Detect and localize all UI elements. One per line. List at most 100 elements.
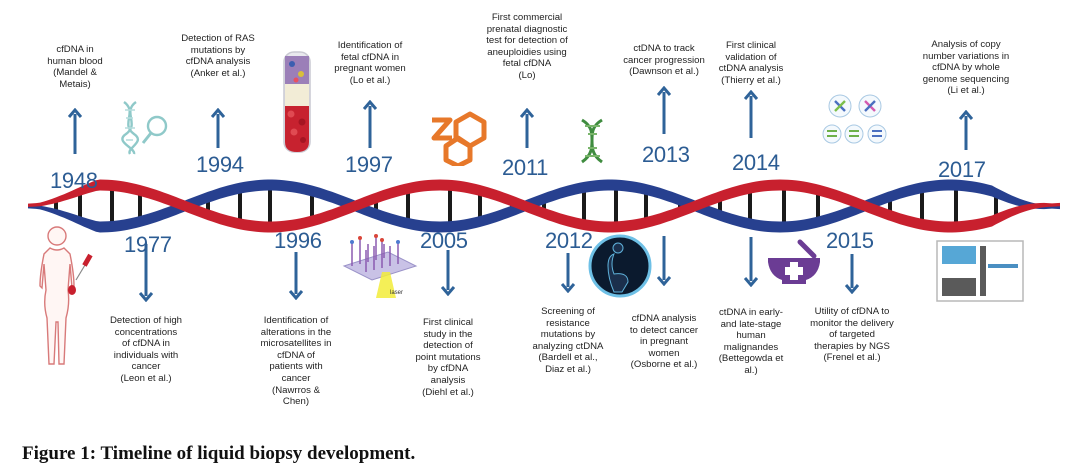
sequencing-blocks-icon bbox=[936, 240, 1024, 302]
helix-rung bbox=[816, 189, 820, 223]
arrow-up-icon bbox=[363, 100, 377, 148]
event-label-line: Diaz et al.) bbox=[545, 363, 591, 375]
event-label-line: genome sequencing bbox=[922, 73, 1010, 85]
helix-rung bbox=[782, 185, 786, 227]
event-label-line: fetal cfDNA in bbox=[340, 51, 400, 63]
event-label-line: Screening of bbox=[541, 306, 595, 317]
event-label-line: (Li et al.) bbox=[947, 85, 985, 97]
event-label-line: (Mandel & bbox=[53, 67, 97, 79]
event-label-line: malignandes bbox=[723, 341, 779, 353]
event-label-line: Metais) bbox=[59, 78, 91, 90]
helix-rung bbox=[110, 185, 114, 227]
event-label-line: mutations by bbox=[540, 329, 596, 341]
event-label-line: Detection of high bbox=[110, 315, 182, 326]
event-label-line: cancer bbox=[281, 372, 311, 384]
event-label: Detection of RAS mutations by cfDNA analys… bbox=[148, 33, 288, 79]
year-label: 1997 bbox=[345, 152, 393, 177]
event-label-line: (Bettegowda et bbox=[718, 353, 784, 365]
helix-rung bbox=[206, 197, 210, 215]
event-label-line: Chen) bbox=[282, 396, 310, 408]
event-label-line: cancer bbox=[131, 361, 161, 373]
event-label-line: detection of bbox=[423, 340, 473, 352]
event-label-line: prenatal diagnostic bbox=[486, 23, 568, 35]
arrow-up-icon bbox=[211, 108, 225, 148]
helix-rung bbox=[614, 185, 618, 227]
year-label: 2011 bbox=[502, 155, 549, 180]
event-label-line: ctDNA to track bbox=[633, 43, 695, 54]
event-label-line: test for detection of bbox=[486, 35, 568, 47]
year-label: 2015 bbox=[826, 228, 874, 253]
event-label-line: concentrations bbox=[114, 326, 178, 338]
event-label-line: ctDNA in early- bbox=[719, 307, 783, 318]
mortar-pestle-icon bbox=[768, 239, 820, 284]
pregnant-silhouette-icon bbox=[588, 234, 652, 298]
year-label: 1996 bbox=[274, 228, 322, 253]
event-label-line: First clinical bbox=[422, 317, 474, 328]
arrow-up-icon bbox=[68, 108, 82, 154]
event-label-line: pregnant women bbox=[334, 63, 406, 75]
arrow-down-icon bbox=[657, 236, 671, 286]
year-label: 2012 bbox=[545, 228, 593, 253]
arrow-down-icon bbox=[289, 252, 303, 300]
year-label: 2013 bbox=[642, 142, 690, 167]
event-label: ctDNA in early-and late-stage human malign… bbox=[681, 307, 821, 377]
event-label: First clinical study in the detection of po… bbox=[378, 317, 518, 398]
helix-rung bbox=[582, 187, 586, 225]
arrow-down-icon bbox=[139, 244, 153, 302]
event-label-line: fetal cfDNA bbox=[502, 58, 552, 70]
event-label: Screening of resistance mutations by analyz… bbox=[498, 306, 638, 376]
event-label-line: Identification of bbox=[337, 40, 403, 51]
event-label-line: (Diehl et al.) bbox=[422, 386, 474, 398]
event-label: First commercial prenatal diagnostic test … bbox=[457, 12, 597, 82]
helix-rung bbox=[310, 191, 314, 221]
year-label: 2017 bbox=[938, 157, 986, 182]
arrow-down-icon bbox=[441, 250, 455, 296]
event-label-line: patients with bbox=[269, 361, 323, 373]
event-label-line: al.) bbox=[744, 364, 758, 376]
event-label-line: (Lo) bbox=[518, 69, 536, 81]
year-label: 2014 bbox=[732, 150, 780, 175]
event-label-line: monitor the delivery bbox=[810, 317, 894, 329]
helix-rung bbox=[920, 187, 924, 225]
event-label-line: to detect cancer bbox=[629, 324, 699, 336]
arrow-down-icon bbox=[561, 253, 575, 293]
event-label-line: cfDNA in bbox=[56, 44, 94, 55]
helix-rung bbox=[678, 200, 682, 212]
event-label-line: and late-stage bbox=[720, 318, 782, 330]
event-label: ctDNA to track cancer progression (Dawnson… bbox=[594, 43, 734, 78]
event-label-line: cancer progression bbox=[623, 54, 705, 66]
event-label-line: therapies by NGS bbox=[814, 340, 890, 352]
woman-figure-icon bbox=[39, 226, 93, 365]
year-label: 1977 bbox=[124, 232, 172, 257]
event-label-line: validation of bbox=[725, 51, 777, 63]
helix-rung bbox=[268, 185, 272, 227]
event-label-line: (Nawrros & bbox=[272, 384, 320, 396]
year-label: 1948 bbox=[50, 168, 98, 193]
event-label-line: analysis bbox=[430, 374, 466, 386]
event-label-line: by cfDNA bbox=[427, 363, 469, 375]
event-label-line: cfDNA by whole bbox=[932, 62, 1000, 74]
event-label-line: (Lo et al.) bbox=[349, 74, 391, 86]
event-label-line: (Leon et al.) bbox=[120, 372, 172, 384]
event-label-line: number variations in bbox=[922, 50, 1010, 62]
event-label-line: (Frenel et al.) bbox=[823, 352, 881, 364]
event-label-line: ctDNA analysis bbox=[718, 63, 784, 75]
event-label-line: analyzing ctDNA bbox=[532, 340, 604, 352]
event-label-line: aneuploidies using bbox=[487, 46, 567, 58]
helix-rung bbox=[406, 188, 410, 224]
helix-rung bbox=[644, 189, 648, 223]
figure-caption: Figure 1: Timeline of liquid biopsy deve… bbox=[22, 443, 416, 464]
arrow-up-icon bbox=[744, 90, 758, 138]
event-label: First clinical validation of ctDNA analysi… bbox=[681, 40, 821, 86]
event-label-line: First commercial bbox=[491, 12, 563, 23]
helix-rung bbox=[374, 198, 378, 214]
helix-strand-red bbox=[28, 179, 1060, 233]
arrow-up-icon bbox=[959, 110, 973, 150]
event-label: Identification of alterations in the micro… bbox=[226, 315, 366, 408]
arrow-down-icon bbox=[744, 237, 758, 287]
year-label: 2005 bbox=[420, 228, 468, 253]
helix-rung bbox=[448, 185, 452, 227]
event-label-line: cfDNA analysis bbox=[631, 313, 697, 324]
